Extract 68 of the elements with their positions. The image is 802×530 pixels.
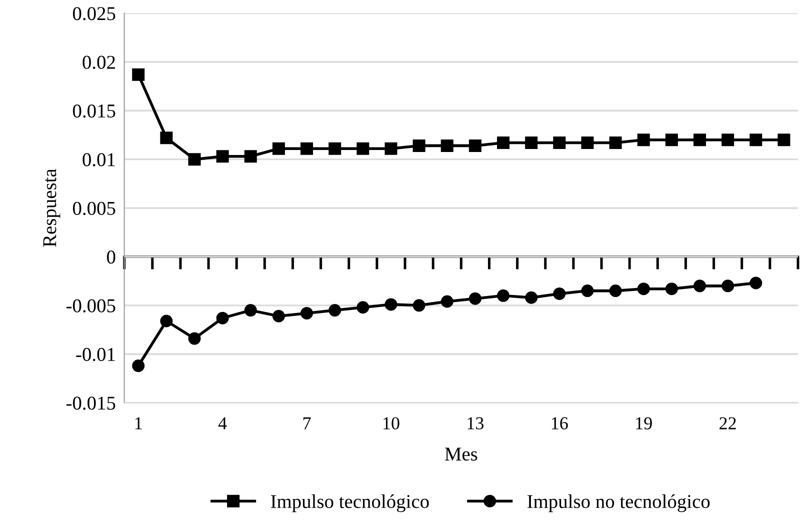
point [525,291,538,304]
point [300,306,314,320]
x-tick-label: 16 [552,417,568,430]
y-tick-label: -0.015 [66,396,116,410]
x-tick-label: 19 [636,417,652,430]
y-tick-label: 0.015 [72,104,116,118]
point [609,284,622,298]
x-tick-label: 1 [135,417,142,430]
point [244,304,257,317]
point [384,298,398,311]
point [272,142,285,155]
y-tick-label: 0.01 [82,153,115,166]
y-tick-label: 0.005 [72,202,116,216]
point [637,134,650,146]
point [188,153,201,166]
point [244,150,257,163]
y-tick-label: 0.02 [82,56,115,69]
point [750,276,762,290]
x-tick-label: 4 [218,417,227,430]
point [497,136,510,150]
point [188,332,201,345]
point [328,142,342,155]
point [468,292,482,305]
point [272,310,285,322]
point [553,136,566,150]
y-tick-label: -0.01 [76,348,115,362]
point [693,134,706,146]
point [300,142,314,155]
point [216,150,229,163]
point [160,132,173,144]
point [440,295,454,308]
point [581,284,594,298]
point [750,134,762,146]
point [132,360,145,372]
x-tick-label: 13 [468,417,484,430]
point [412,299,426,312]
point [722,280,734,292]
point [440,139,454,152]
point [216,312,229,324]
point [328,304,342,317]
point [356,142,370,155]
point [665,134,678,146]
legend-label: Impulso no tecnológico [527,494,710,512]
y-tick-label: 0 [106,250,116,264]
x-tick-label: 10 [384,417,400,430]
point [356,301,370,314]
point [609,136,622,150]
point [778,134,790,146]
point [412,139,426,152]
point [665,282,678,296]
point [384,142,398,155]
point [637,282,650,296]
x-axis-title: Mes [444,448,478,461]
point [132,68,145,81]
point [553,287,566,300]
point [693,280,706,292]
x-tick-label: 7 [303,417,311,430]
point [497,289,510,302]
legend-label: Impulso tecnológico [270,494,429,512]
y-axis-title: Respuesta [43,168,60,247]
x-tick-label: 22 [720,417,736,430]
point [468,139,482,152]
point [722,134,734,146]
point [581,136,594,150]
y-tick-label: 0.025 [72,7,116,20]
point [160,314,173,328]
point [525,136,538,150]
y-tick-label: -0.005 [66,299,116,312]
